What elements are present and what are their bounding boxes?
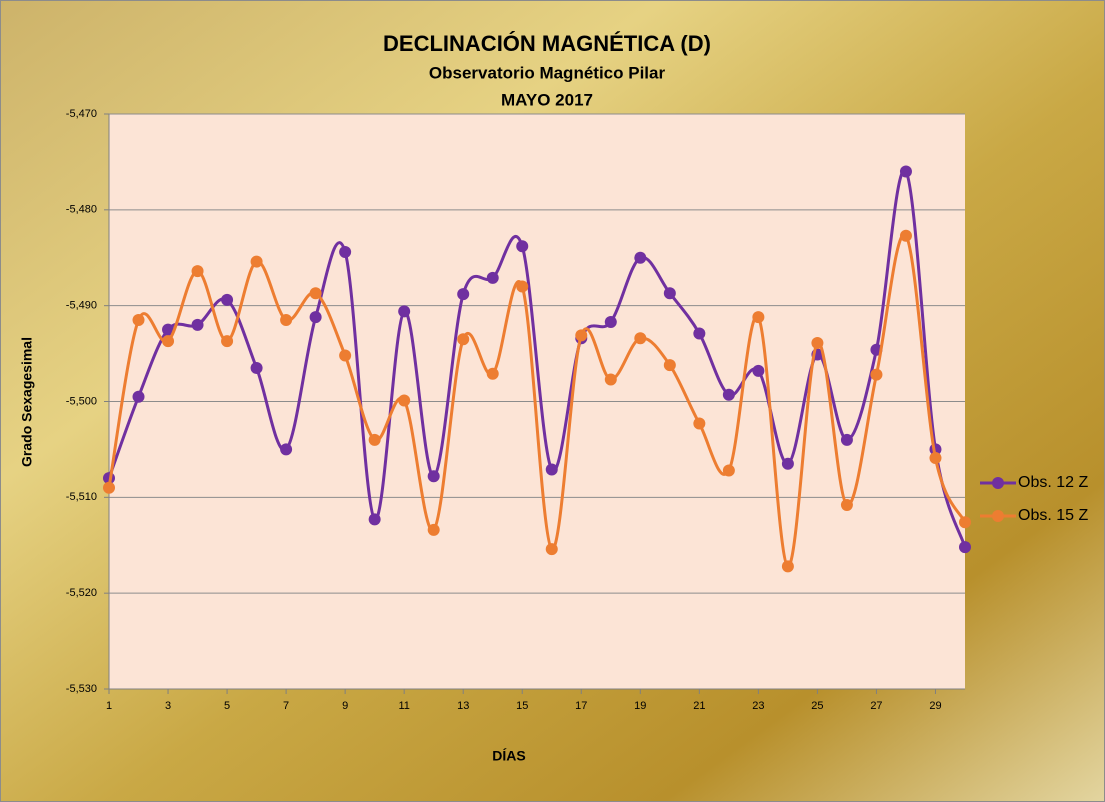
- data-point: [427, 470, 440, 483]
- y-tick-label: -5,470: [66, 108, 97, 120]
- x-axis-label: DÍAS: [492, 748, 525, 764]
- y-axis-label: Grado Sexagesimal: [19, 337, 35, 467]
- x-tick-label: 23: [752, 700, 764, 712]
- data-point: [398, 394, 411, 407]
- data-point: [368, 433, 381, 446]
- data-point: [339, 349, 352, 362]
- data-point: [959, 541, 971, 554]
- data-point: [929, 452, 942, 465]
- data-point: [575, 329, 588, 342]
- data-point: [722, 388, 735, 401]
- data-point: [811, 337, 824, 350]
- x-tick-label: 17: [575, 700, 587, 712]
- data-point: [280, 443, 293, 456]
- data-point: [368, 513, 381, 526]
- data-point: [457, 333, 470, 346]
- data-point: [693, 327, 706, 340]
- data-point: [752, 311, 765, 324]
- data-point: [191, 265, 204, 278]
- x-tick-label: 27: [870, 700, 882, 712]
- data-point: [634, 332, 647, 345]
- data-point: [604, 373, 617, 386]
- data-point: [162, 323, 175, 336]
- data-point: [309, 287, 322, 300]
- data-point: [693, 417, 706, 430]
- x-tick-label: 25: [811, 700, 823, 712]
- data-point: [959, 516, 971, 529]
- data-point: [663, 359, 676, 372]
- x-tick-label: 11: [398, 700, 409, 712]
- x-tick-label: 21: [693, 700, 705, 712]
- data-point: [840, 499, 853, 511]
- data-point: [899, 229, 912, 242]
- x-tick-label: 3: [165, 700, 171, 712]
- data-point: [280, 314, 293, 327]
- data-point: [309, 311, 322, 324]
- y-tick-label: -5,530: [66, 683, 97, 695]
- y-tick-label: -5,490: [66, 300, 97, 312]
- data-point: [221, 335, 234, 348]
- data-point: [457, 288, 470, 301]
- data-point: [840, 433, 853, 446]
- chart-period: MAYO 2017: [501, 90, 593, 109]
- data-point: [870, 368, 883, 381]
- x-tick-label: 29: [929, 700, 941, 712]
- data-point: [486, 271, 499, 284]
- legend-label: Obs. 12 Z: [1018, 474, 1088, 491]
- y-tick-label: -5,510: [66, 491, 97, 503]
- data-point: [545, 543, 558, 556]
- data-point: [899, 165, 912, 178]
- y-tick-label: -5,480: [66, 204, 97, 216]
- data-point: [604, 315, 617, 328]
- data-point: [103, 481, 115, 494]
- chart-title: DECLINACIÓN MAGNÉTICA (D): [383, 31, 711, 56]
- data-point: [516, 280, 529, 293]
- legend-label: Obs. 15 Z: [1018, 507, 1088, 524]
- data-point: [132, 314, 145, 327]
- data-point: [427, 523, 440, 536]
- data-point: [634, 251, 647, 264]
- chart-subtitle: Observatorio Magnético Pilar: [429, 63, 666, 82]
- data-point: [339, 246, 352, 258]
- data-point: [781, 560, 794, 573]
- data-point: [722, 464, 735, 477]
- y-tick-label: -5,500: [66, 395, 97, 407]
- x-tick-label: 15: [516, 700, 528, 712]
- x-tick-label: 7: [283, 700, 289, 712]
- data-point: [250, 255, 263, 268]
- x-tick-label: 1: [106, 700, 112, 712]
- data-point: [516, 240, 529, 253]
- data-point: [752, 364, 765, 377]
- data-point: [191, 318, 204, 331]
- x-tick-label: 13: [457, 700, 469, 712]
- data-point: [162, 335, 175, 348]
- y-tick-label: -5,520: [66, 587, 97, 599]
- data-point: [781, 457, 794, 470]
- data-point: [545, 463, 558, 476]
- legend-swatch-marker: [992, 510, 1004, 522]
- x-tick-label: 9: [342, 700, 348, 712]
- data-point: [221, 293, 234, 306]
- data-point: [132, 390, 145, 403]
- x-tick-label: 19: [634, 700, 646, 712]
- data-point: [398, 305, 411, 318]
- legend-swatch-marker: [992, 477, 1004, 489]
- data-point: [250, 361, 263, 374]
- data-point: [663, 287, 676, 300]
- x-tick-label: 5: [224, 700, 230, 712]
- data-point: [486, 367, 499, 380]
